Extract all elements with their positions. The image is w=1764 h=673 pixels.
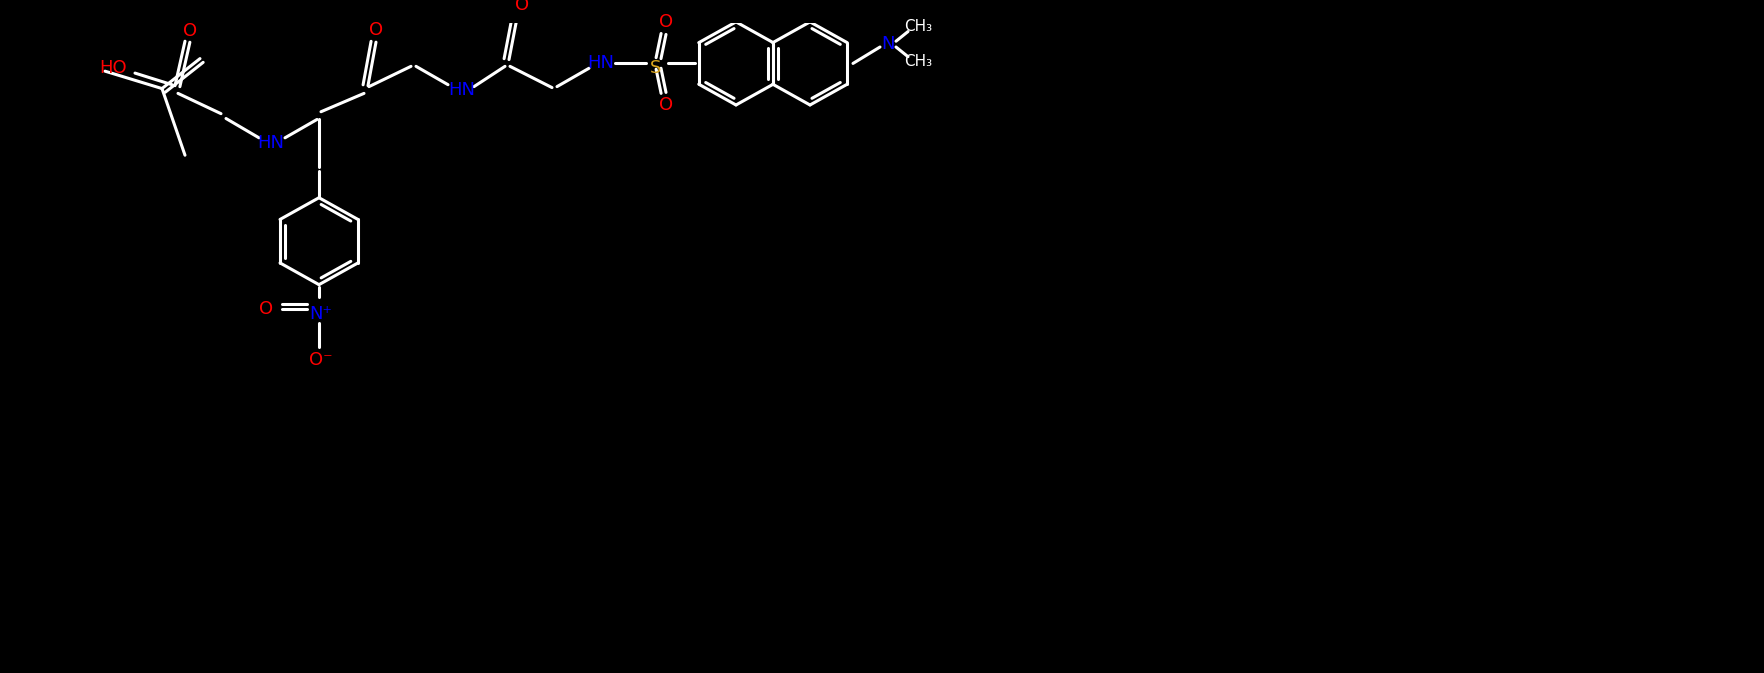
Text: O⁻: O⁻ bbox=[309, 351, 333, 369]
Text: O: O bbox=[369, 21, 383, 38]
Text: N⁺: N⁺ bbox=[309, 305, 332, 322]
Text: HN: HN bbox=[587, 55, 614, 73]
Text: CH₃: CH₃ bbox=[903, 54, 931, 69]
Text: O: O bbox=[658, 13, 672, 31]
Text: S: S bbox=[649, 59, 662, 77]
Text: CH₃: CH₃ bbox=[903, 20, 931, 34]
Text: O: O bbox=[658, 96, 672, 114]
Text: HN: HN bbox=[258, 134, 284, 151]
Text: O: O bbox=[259, 299, 273, 318]
Text: HN: HN bbox=[448, 81, 475, 98]
Text: HO: HO bbox=[99, 59, 127, 77]
Text: N: N bbox=[880, 35, 894, 53]
Text: O: O bbox=[183, 22, 198, 40]
Text: O: O bbox=[515, 0, 529, 15]
